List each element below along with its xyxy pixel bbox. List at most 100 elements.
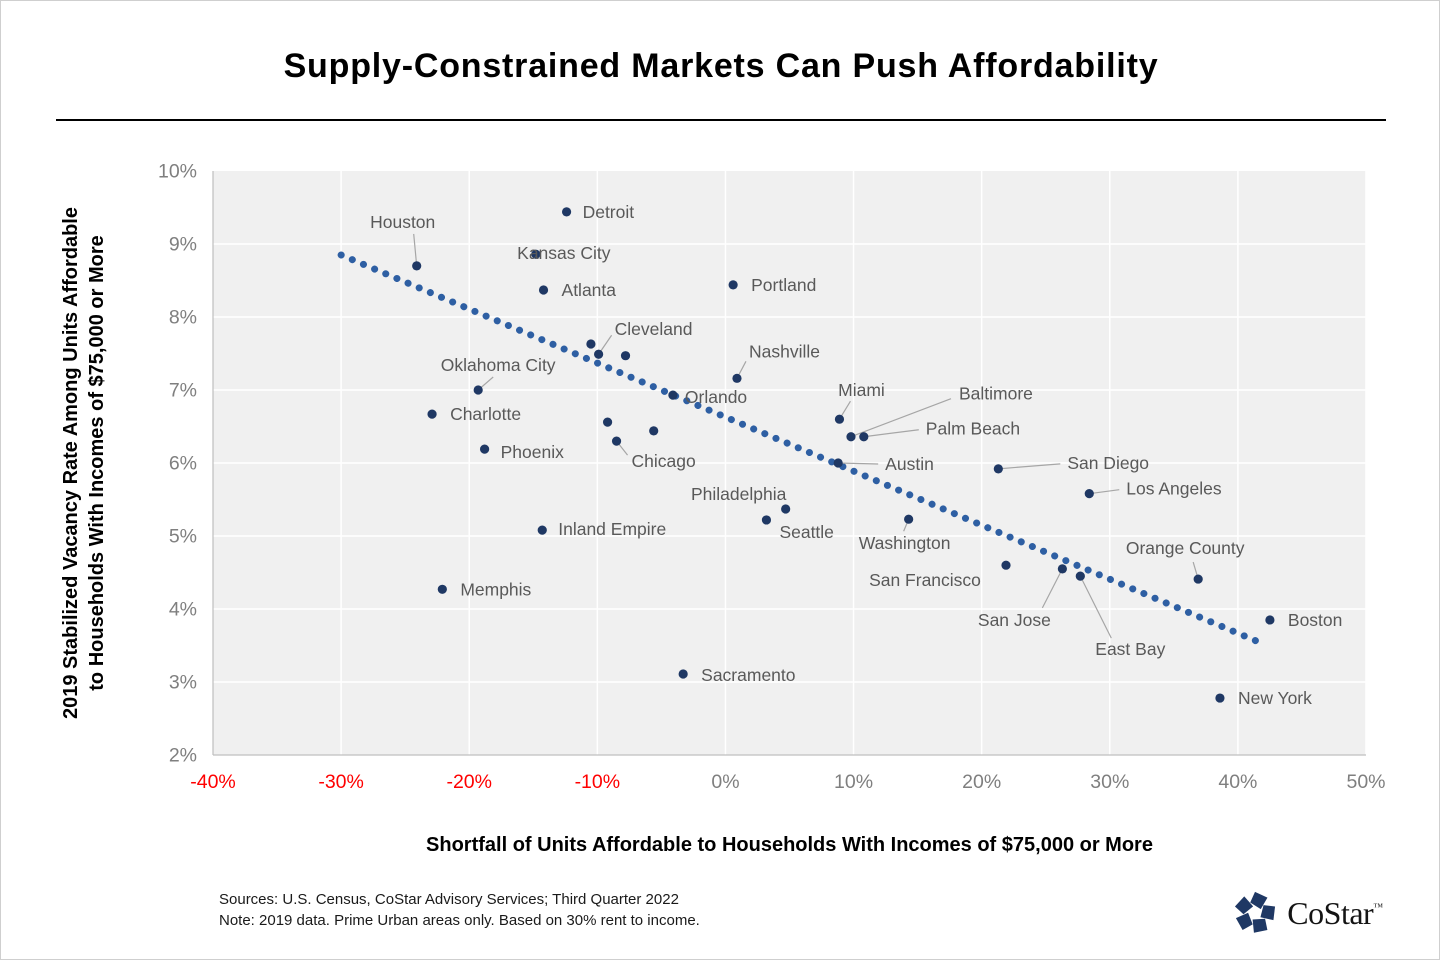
data-point [1075, 571, 1085, 581]
logo-petal [1236, 912, 1253, 931]
data-point [904, 514, 914, 524]
point-label: Detroit [583, 202, 635, 222]
data-point [611, 436, 622, 446]
point-label: Los Angeles [1126, 479, 1222, 499]
title-divider [56, 119, 1386, 121]
x-tick-label: -30% [318, 771, 364, 793]
point-label: Portland [751, 275, 816, 295]
point-label: Sacramento [701, 665, 795, 685]
data-point [412, 261, 422, 271]
data-point [473, 385, 483, 395]
note-line: Note: 2019 data. Prime Urban areas only.… [219, 912, 700, 929]
data-point [761, 515, 772, 525]
x-tick-label: 40% [1218, 771, 1257, 793]
label-leader-line [838, 462, 879, 465]
x-tick-label: 50% [1346, 771, 1385, 793]
y-axis-title-line1: 2019 Stabilized Vacancy Rate Among Units… [60, 207, 82, 719]
x-tick-label: -40% [190, 771, 236, 793]
point-label: Cleveland [615, 319, 693, 339]
point-label: San Jose [978, 610, 1051, 630]
data-point [538, 285, 549, 295]
point-label: Orlando [685, 387, 747, 407]
data-point [531, 249, 541, 259]
x-tick-label: -20% [446, 771, 492, 793]
point-label: Kansas City [517, 243, 611, 263]
y-tick-label: 4% [169, 599, 197, 621]
logo-petal [1235, 896, 1254, 915]
y-tick-label: 7% [169, 380, 197, 402]
data-point [833, 458, 843, 468]
data-point [1001, 560, 1011, 570]
x-tick-label: 0% [711, 771, 739, 793]
data-point [1193, 574, 1203, 584]
data-point [427, 409, 437, 419]
y-tick-label: 2% [169, 745, 197, 767]
data-point [678, 669, 688, 679]
logo-petal [1250, 891, 1268, 910]
point-label: Baltimore [959, 384, 1033, 404]
data-point [1084, 489, 1094, 499]
point-label: San Diego [1067, 453, 1149, 473]
data-point [537, 525, 547, 535]
data-point [846, 432, 856, 442]
x-axis-title: Shortfall of Units Affordable to Househo… [426, 834, 1153, 856]
costar-logo-icon [1235, 891, 1276, 933]
data-point [479, 444, 490, 454]
sources-line: Sources: U.S. Census, CoStar Advisory Se… [219, 891, 679, 908]
y-tick-label: 3% [169, 672, 197, 694]
costar-logo-text: CoStar™ [1287, 894, 1383, 931]
costar-logo: CoStar™ [1232, 887, 1383, 939]
data-point [437, 584, 447, 594]
point-label: Austin [885, 454, 934, 474]
point-label: Orange County [1126, 538, 1245, 558]
data-point [728, 280, 738, 290]
data-point [668, 390, 678, 400]
data-point [834, 414, 845, 424]
data-point [594, 349, 604, 359]
point-label: New York [1238, 688, 1312, 708]
point-label: Boston [1288, 610, 1342, 630]
point-label: Washington [859, 533, 951, 553]
point-label: Nashville [749, 341, 820, 361]
data-point-unlabeled [620, 351, 631, 361]
label-leader-line [850, 398, 952, 438]
y-tick-label: 9% [169, 234, 197, 256]
data-point [1265, 615, 1275, 625]
scatter-plot: -40% -30% -20% -10% 0% 10% 20% 30% 40% 50% 10% 9% 8%… [158, 161, 1386, 793]
label-leader-line [413, 233, 418, 266]
data-point [732, 373, 742, 383]
y-tick-label: 5% [169, 526, 197, 548]
data-point [1057, 564, 1067, 574]
y-tick-label: 6% [169, 453, 197, 475]
label-leader-line [1089, 489, 1120, 495]
point-label: Phoenix [501, 442, 564, 462]
data-point [781, 504, 791, 514]
point-label: Atlanta [562, 280, 617, 300]
data-point-unlabeled [602, 417, 613, 427]
point-label: San Francisco [869, 570, 981, 590]
y-tick-label: 8% [169, 307, 197, 329]
point-label: Houston [370, 212, 435, 232]
point-label: Memphis [460, 579, 531, 599]
point-label: Oklahoma City [441, 355, 556, 375]
source-note: Sources: U.S. Census, CoStar Advisory Se… [219, 889, 700, 931]
data-point [993, 464, 1003, 474]
page-title: Supply-Constrained Markets Can Push Affo… [283, 47, 1159, 85]
point-label: Seattle [779, 522, 833, 542]
x-tick-label: 20% [962, 771, 1001, 793]
data-point [561, 207, 572, 217]
point-label: Miami [838, 380, 885, 400]
label-leader-line [1041, 568, 1063, 609]
point-label: Chicago [632, 451, 696, 471]
point-label: East Bay [1095, 639, 1165, 659]
label-leader-line [998, 463, 1061, 470]
data-point [1215, 693, 1225, 703]
logo-petal [1252, 918, 1268, 933]
data-point-unlabeled [586, 339, 596, 349]
x-tick-label: -10% [575, 771, 621, 793]
label-leader-line [863, 429, 919, 438]
logo-petal [1260, 905, 1276, 921]
y-tick-label: 10% [158, 161, 197, 183]
data-point-unlabeled [649, 426, 659, 436]
